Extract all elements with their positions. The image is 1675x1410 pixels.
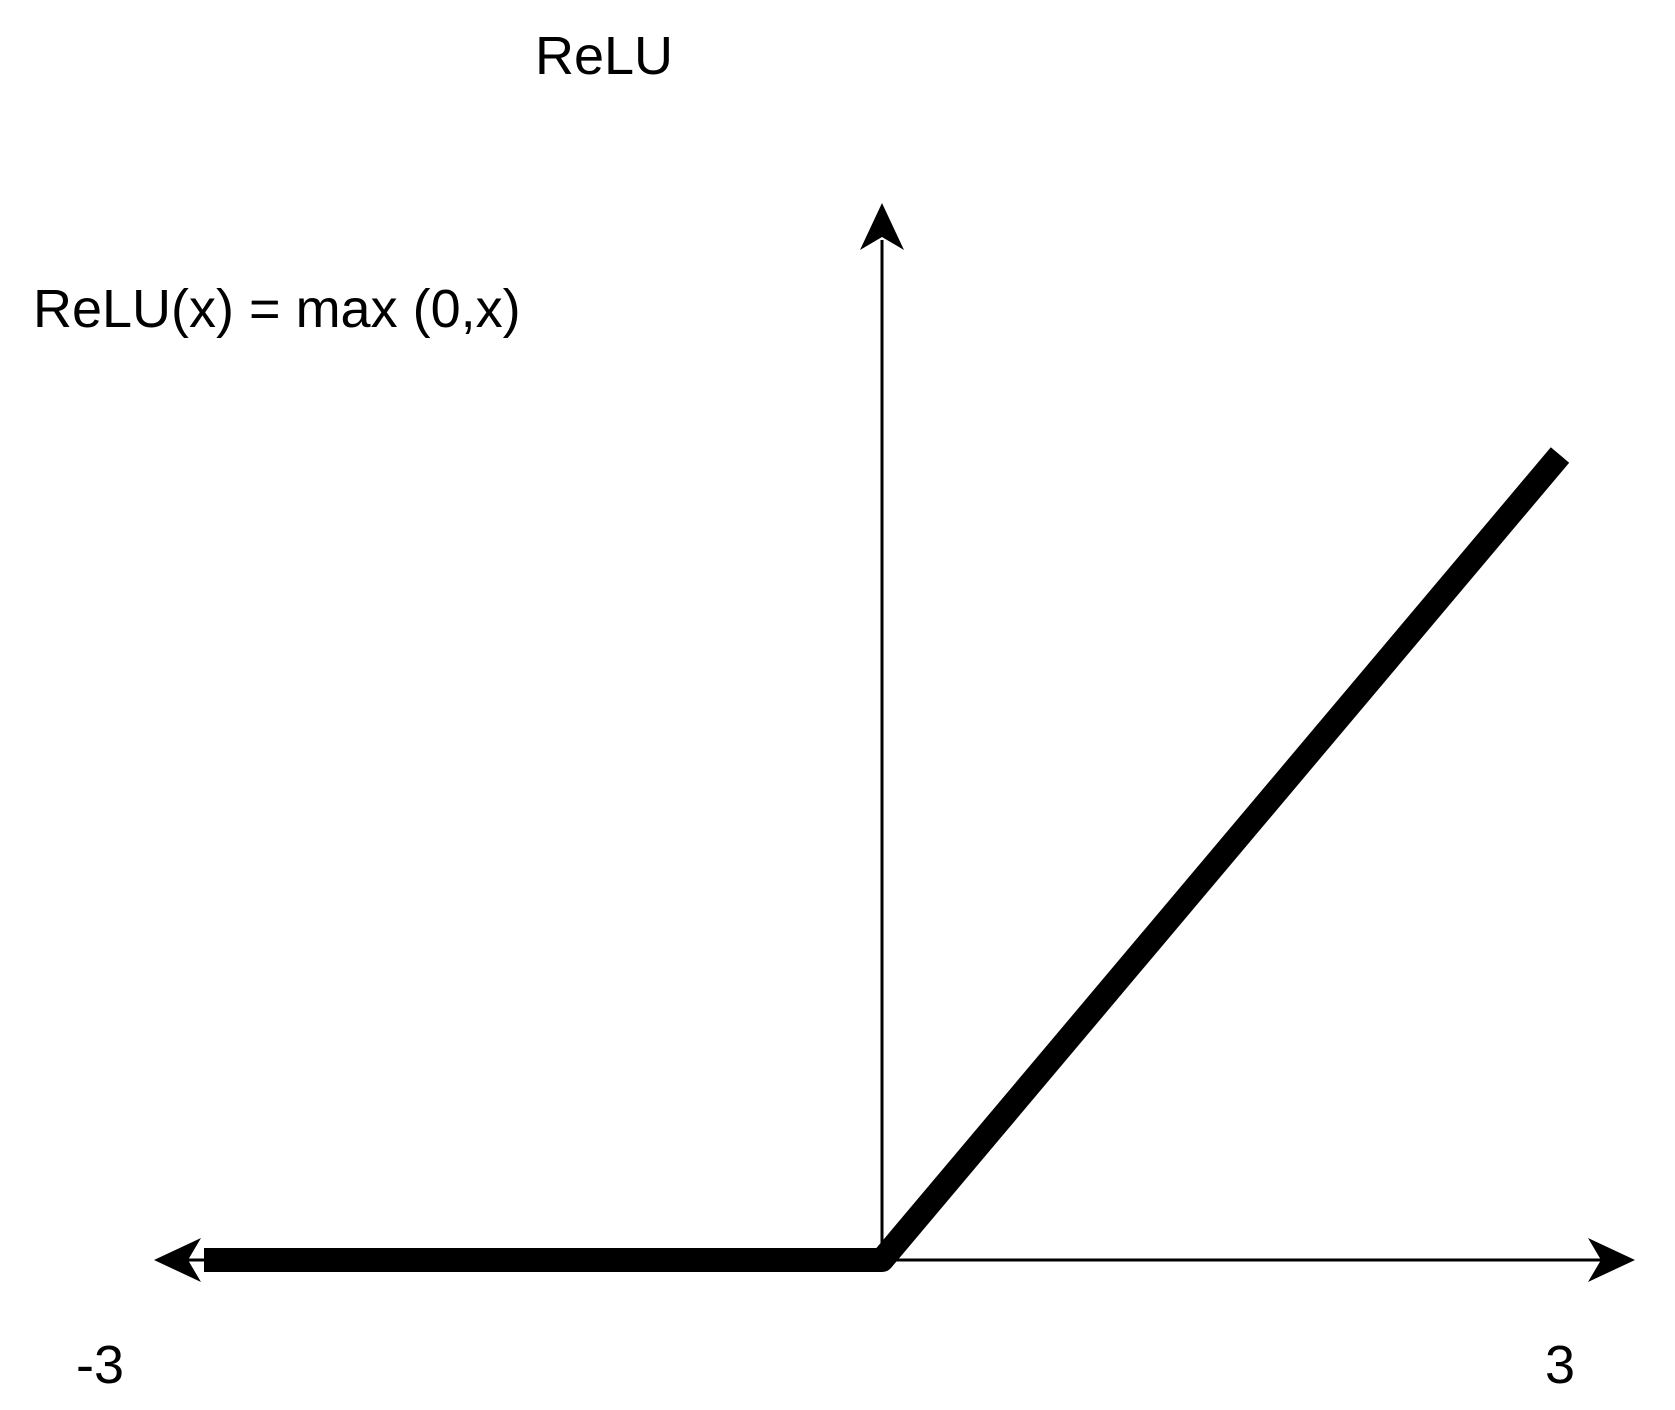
relu-kink-point [870,1248,894,1272]
y-axis-arrowhead [860,203,904,250]
relu-line-segment [872,447,1570,1268]
formula-annotation: ReLU(x) = max (0,x) [33,279,521,339]
x-tick-label: -3 [76,1335,124,1395]
x-axis-right-arrowhead [1588,1238,1635,1282]
x-axis-left-arrowhead [154,1238,201,1282]
axes [154,203,1635,1282]
x-tick-label: 3 [1545,1335,1575,1395]
chart-title: ReLU [535,26,673,86]
series-layer [204,447,1570,1272]
x-tick-labels: -3 3 [76,1335,1575,1395]
